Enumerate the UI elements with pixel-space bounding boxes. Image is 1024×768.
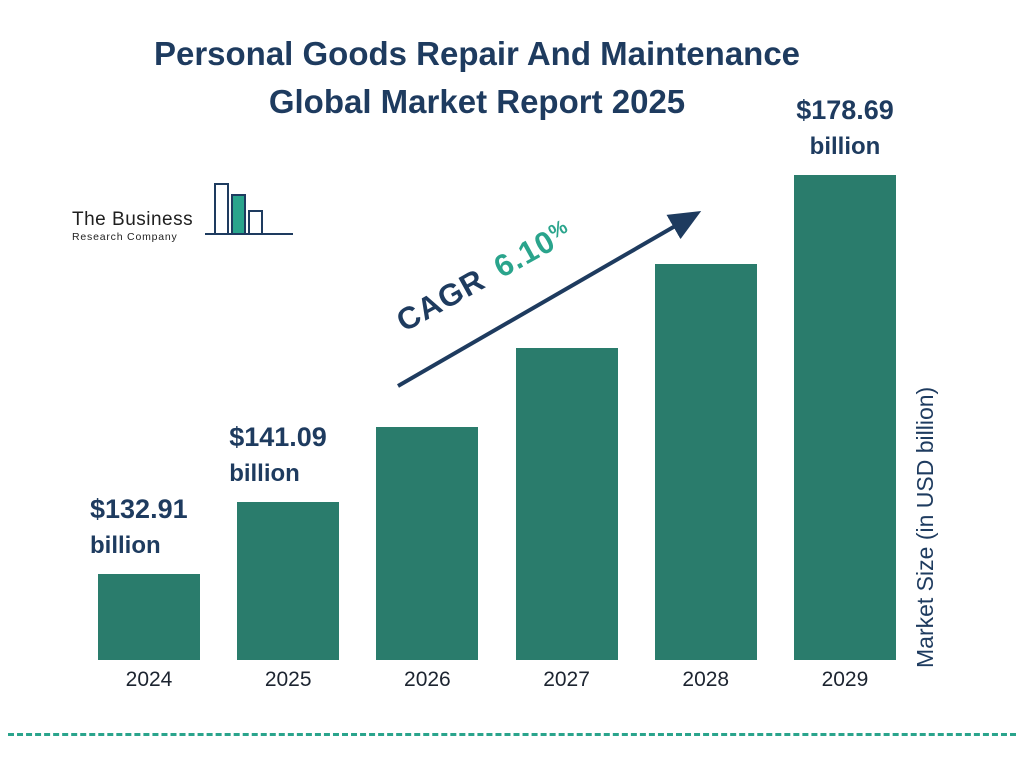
- bar-2029: [793, 175, 896, 660]
- x-tick-2026: 2026: [404, 668, 451, 691]
- value-label-2029: $178.69 billion: [796, 95, 894, 161]
- page-title-line1: Personal Goods Repair And Maintenance: [153, 35, 801, 72]
- x-tick-2025: 2025: [264, 668, 312, 691]
- bar-2028: [654, 264, 757, 660]
- value-text: $141.09: [229, 422, 327, 452]
- bottom-dashed-divider: [8, 733, 1016, 736]
- unit-text: billion: [229, 460, 300, 487]
- logo-subname: Research Company: [72, 231, 178, 243]
- page-title-line2: Global Market Report 2025: [268, 82, 686, 120]
- y-axis-label: Market Size (in USD billion): [912, 386, 938, 668]
- company-logo-text: The Business Research Company: [72, 209, 193, 245]
- x-tick-2029: 2029: [821, 668, 869, 691]
- bar-2027: [515, 348, 618, 660]
- value-label-2025: $141.09 billion: [229, 422, 327, 488]
- bar-chart-logo-icon: [199, 182, 295, 245]
- bar-2026: [376, 427, 479, 660]
- x-tick-2028: 2028: [682, 668, 730, 691]
- unit-text: billion: [90, 532, 161, 559]
- unit-text: billion: [809, 133, 881, 160]
- x-tick-2024: 2024: [125, 668, 173, 691]
- x-axis-ticks: 2024 2025 2026 2027 2028 2029: [98, 668, 896, 692]
- x-tick-2027: 2027: [543, 668, 590, 691]
- value-text: $132.91: [90, 494, 188, 524]
- bar-2025: [237, 502, 340, 660]
- logo-name: The Business: [72, 209, 194, 230]
- value-text: $178.69: [796, 95, 894, 125]
- bar-2024: [98, 574, 200, 660]
- company-logo: The Business Research Company: [72, 182, 295, 245]
- value-label-2024: $132.91 billion: [90, 494, 188, 560]
- page-title: Personal Goods Repair And Maintenance Gl…: [52, 30, 902, 126]
- bar-chart: [98, 120, 896, 660]
